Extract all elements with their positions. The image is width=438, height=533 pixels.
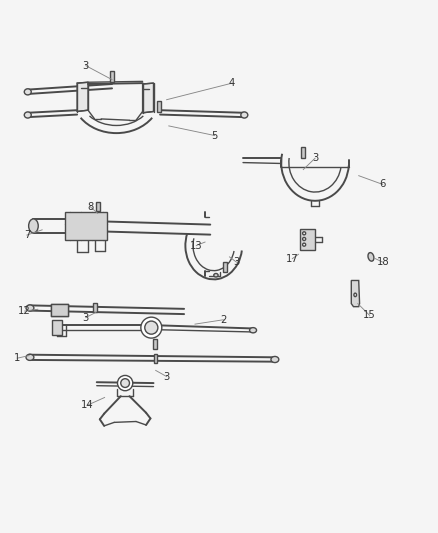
- Bar: [153, 354, 157, 364]
- Text: 3: 3: [83, 61, 89, 71]
- Ellipse shape: [303, 232, 306, 235]
- Text: 13: 13: [190, 240, 203, 251]
- Text: 6: 6: [380, 180, 386, 189]
- Bar: [110, 71, 114, 82]
- Text: 2: 2: [220, 315, 226, 325]
- Ellipse shape: [121, 379, 130, 387]
- Bar: [65, 212, 107, 240]
- Bar: [223, 262, 227, 272]
- Ellipse shape: [117, 375, 133, 391]
- Ellipse shape: [303, 243, 306, 246]
- Ellipse shape: [141, 317, 162, 338]
- Ellipse shape: [214, 273, 218, 277]
- Ellipse shape: [250, 328, 257, 333]
- Polygon shape: [351, 280, 360, 306]
- Ellipse shape: [241, 112, 248, 118]
- Ellipse shape: [368, 253, 374, 261]
- Text: 15: 15: [363, 310, 376, 320]
- Text: 8: 8: [87, 201, 93, 212]
- Polygon shape: [77, 82, 88, 111]
- Text: 3: 3: [233, 257, 240, 267]
- Text: 5: 5: [212, 131, 218, 141]
- Bar: [96, 202, 100, 212]
- Bar: [51, 304, 68, 316]
- Polygon shape: [143, 83, 153, 113]
- Text: 7: 7: [24, 230, 30, 240]
- Ellipse shape: [271, 357, 279, 362]
- Text: 4: 4: [229, 78, 235, 88]
- Ellipse shape: [28, 219, 38, 233]
- Bar: [157, 101, 161, 112]
- Ellipse shape: [26, 305, 34, 311]
- Text: 12: 12: [18, 306, 31, 316]
- Ellipse shape: [24, 112, 31, 118]
- Text: 3: 3: [312, 153, 318, 163]
- Text: 3: 3: [163, 372, 170, 382]
- Text: 14: 14: [81, 400, 93, 410]
- Text: 3: 3: [83, 312, 89, 322]
- Bar: [300, 229, 315, 250]
- Ellipse shape: [145, 321, 158, 334]
- Text: 17: 17: [286, 254, 299, 264]
- Text: 18: 18: [376, 257, 389, 267]
- Ellipse shape: [303, 238, 306, 240]
- Ellipse shape: [354, 293, 357, 297]
- Bar: [301, 147, 305, 158]
- Text: 1: 1: [14, 353, 21, 363]
- Bar: [52, 320, 62, 335]
- Bar: [93, 303, 97, 312]
- Ellipse shape: [24, 89, 31, 95]
- Ellipse shape: [26, 354, 34, 360]
- Bar: [152, 339, 156, 349]
